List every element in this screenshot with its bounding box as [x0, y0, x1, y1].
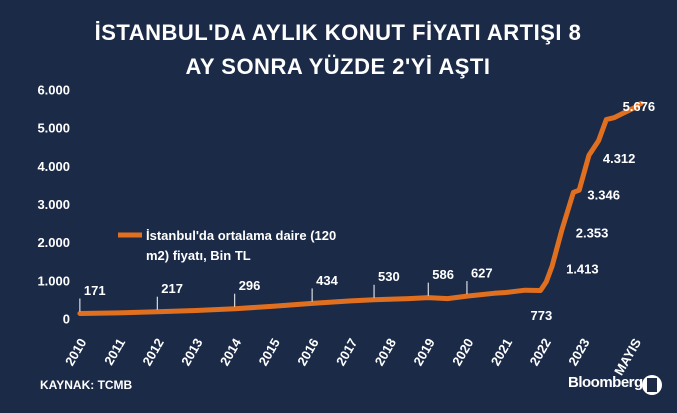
x-tick-label: 2010 [62, 336, 89, 369]
x-tick-label: 2016 [294, 336, 321, 369]
y-tick-label: 2.000 [37, 235, 70, 250]
data-label: 171 [84, 283, 106, 298]
brand: Bloomberg [568, 374, 643, 391]
chart-title: İSTANBUL'DA AYLIK KONUT FİYATI ARTIŞI 8 … [94, 20, 582, 79]
x-tick-label: 2012 [139, 336, 166, 369]
x-tick-label: 2015 [256, 336, 283, 369]
data-label: 530 [378, 269, 400, 284]
x-tick-label: 2013 [178, 336, 205, 369]
legend-label: İstanbul'da ortalama daire (120 m2) fiya… [146, 228, 337, 263]
y-tick-label: 1.000 [37, 273, 70, 288]
x-tick-label: 2020 [449, 336, 476, 369]
x-tick-label: 2023 [565, 336, 592, 369]
y-tick-label: 5.000 [37, 121, 70, 136]
source: KAYNAK: TCMB [40, 378, 133, 392]
y-tick-label: 3.000 [37, 197, 70, 212]
x-tick-label: 2022 [526, 336, 553, 369]
x-tick-label: 2019 [410, 336, 437, 369]
x-tick-label: MAYIS [611, 335, 644, 377]
line [77, 100, 644, 316]
x-tick-label: 2014 [217, 335, 245, 368]
x-tick-label: 2018 [372, 336, 399, 369]
x-tick-label: 2011 [101, 336, 128, 368]
x-tick-label: 2017 [333, 336, 360, 369]
data-label: 4.312 [603, 151, 636, 166]
data-label: 5.676 [623, 99, 656, 114]
data-label: 627 [471, 266, 493, 281]
data-label: 1.413 [566, 262, 599, 277]
data-label: 773 [530, 308, 552, 323]
data-label: 586 [432, 267, 454, 282]
logo [642, 375, 662, 395]
x-tick-label: 2021 [488, 336, 515, 369]
y-tick-label: 6.000 [37, 82, 70, 97]
y-tick-label: 4.000 [37, 159, 70, 174]
data-label: 217 [161, 281, 183, 296]
y-tick-label: 0 [63, 311, 70, 326]
data-label: 434 [316, 273, 338, 288]
data-label: 3.346 [587, 188, 620, 203]
data-label: 296 [239, 278, 261, 293]
data-label: 2.353 [576, 226, 609, 241]
